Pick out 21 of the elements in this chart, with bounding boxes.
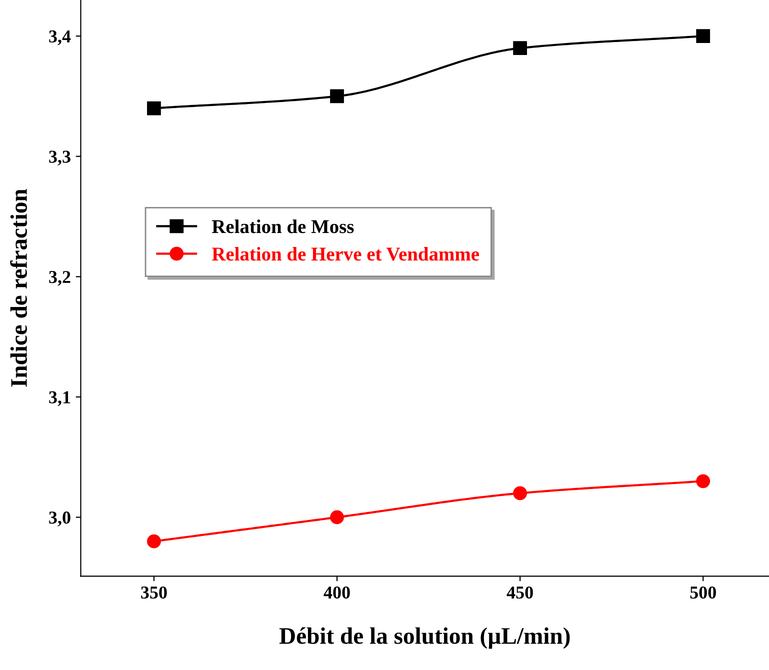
point — [330, 510, 344, 524]
point — [513, 41, 527, 56]
point — [147, 101, 161, 116]
y-tick-label: 3,0 — [49, 512, 70, 526]
y-axis-title: Indice de refraction — [10, 188, 27, 387]
y-tick-label: 3,1 — [49, 391, 70, 406]
x-axis-title: Débit de la solution (µL/min) — [279, 627, 570, 649]
y-tick-label: 3,4 — [49, 30, 71, 46]
x-tick-label: 450 — [506, 586, 533, 599]
point — [696, 29, 710, 44]
point — [330, 89, 344, 104]
legend-label: Relation de Herve et Vendamme — [212, 246, 480, 261]
point — [147, 534, 161, 548]
y-tick-label: 3,2 — [49, 270, 70, 286]
point — [513, 486, 527, 500]
legend-label: Relation de Moss — [212, 220, 354, 234]
x-tick-label: 350 — [141, 586, 167, 599]
y-tick-label: 3,3 — [49, 150, 70, 166]
x-tick-label: 500 — [690, 586, 716, 599]
x-tick-label: 400 — [324, 586, 350, 599]
point — [696, 474, 710, 488]
